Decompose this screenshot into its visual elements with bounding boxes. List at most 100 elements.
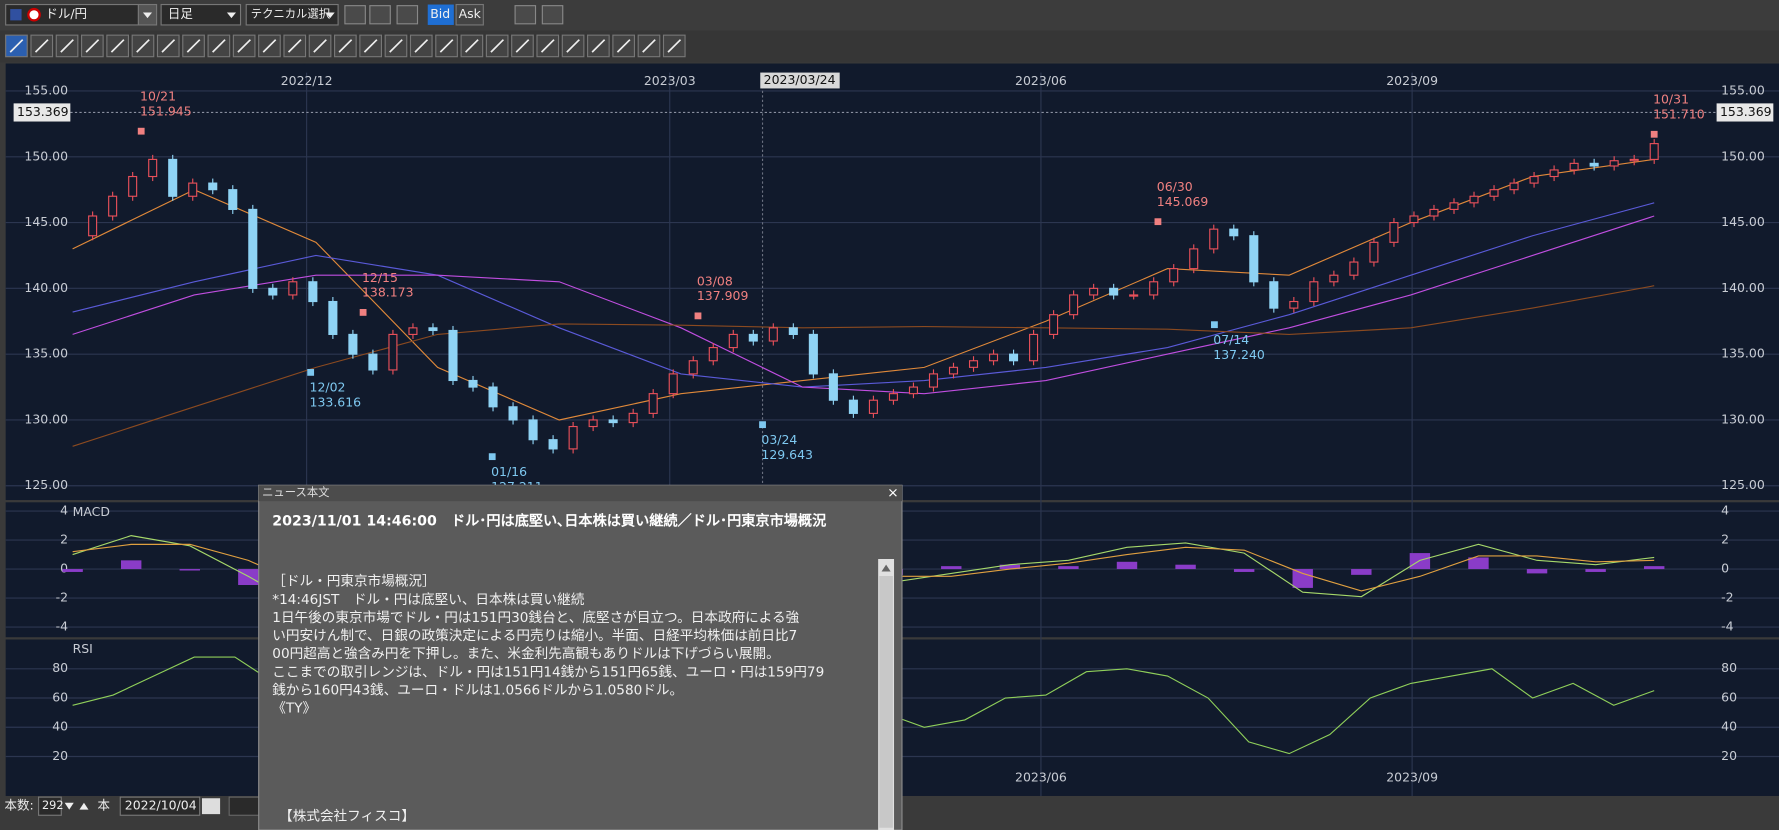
tool-glyph	[287, 39, 302, 53]
candle	[528, 419, 538, 441]
tool-icon[interactable]	[541, 5, 564, 25]
technical: テクニカル選択	[251, 7, 331, 21]
histogram-bar	[179, 569, 200, 571]
candle	[1469, 195, 1479, 204]
annotation-date: 03/24	[761, 432, 797, 447]
timeframe-select[interactable]	[160, 3, 242, 26]
moving-average	[72, 215, 1655, 395]
candle	[1209, 228, 1219, 250]
tool-glyph	[186, 39, 201, 53]
candle	[108, 195, 118, 217]
time-input[interactable]	[228, 796, 264, 816]
y-tick-label: 135.00	[1721, 346, 1765, 361]
tool-glyph	[642, 39, 656, 53]
count-input[interactable]	[38, 796, 62, 816]
candle	[168, 158, 178, 197]
candle	[968, 360, 979, 368]
y-tick-label: 4	[1721, 503, 1729, 518]
histogram-bar	[999, 564, 1021, 570]
tool-icon[interactable]	[396, 5, 419, 25]
extreme-marker	[1211, 321, 1218, 329]
price-label-box	[1716, 103, 1774, 122]
histogram-bar	[1643, 566, 1665, 570]
candle	[1569, 162, 1579, 171]
candle	[1169, 268, 1179, 283]
news-footer: 【株式会社フィスコ】	[279, 808, 415, 824]
tool-icon[interactable]	[344, 5, 366, 25]
candle	[1089, 287, 1099, 296]
histogram-bar	[1351, 569, 1372, 575]
ask: Ask	[459, 6, 482, 21]
candle	[1329, 274, 1339, 283]
y-tick-label: 130.00	[24, 411, 68, 426]
candle	[848, 399, 858, 414]
close-button[interactable]: ×	[887, 485, 898, 501]
annotation-date: 07/14	[1213, 332, 1249, 347]
y-tick-label: -4	[1721, 619, 1734, 634]
candle	[148, 158, 158, 178]
spin-buttons[interactable]	[64, 802, 89, 810]
y-tick-label: 155.00	[1721, 82, 1765, 97]
candle	[1349, 261, 1359, 276]
x-tick-label: 2022/12	[281, 73, 333, 88]
tool-glyph	[34, 39, 49, 53]
extreme-marker	[137, 127, 145, 135]
candle	[668, 373, 678, 395]
dropdown-arrow	[142, 12, 153, 19]
dropdown-arrow	[226, 12, 236, 19]
technical-select[interactable]	[245, 3, 339, 26]
news-line: 銭から160円43銭、ユーロ・ドルは1.0566ドルから1.0580ドル。	[272, 683, 683, 699]
ask-button[interactable]	[455, 3, 484, 26]
candle	[888, 393, 898, 401]
candle	[1429, 208, 1439, 217]
y-tick-label: 20	[52, 748, 68, 763]
extreme-marker	[488, 453, 496, 461]
scroll-arrow[interactable]	[881, 564, 891, 572]
tool-glyph	[616, 39, 631, 53]
histogram-bar	[1585, 569, 1606, 572]
candle	[1289, 300, 1299, 309]
candle	[1269, 281, 1279, 309]
moving-average	[72, 202, 1655, 388]
scroll-thumb[interactable]	[879, 576, 893, 828]
candle	[1149, 281, 1159, 296]
tool-icon[interactable]	[514, 5, 537, 25]
y-tick-label: 150.00	[24, 148, 68, 163]
candle	[748, 333, 758, 342]
y-tick-label: 145.00	[1721, 214, 1765, 229]
calendar-button[interactable]	[201, 798, 221, 815]
extreme-marker	[1154, 218, 1162, 226]
x-tick-label: 2023/09	[1386, 769, 1438, 784]
count-label: 本数:	[5, 798, 34, 813]
histogram-bar	[1409, 553, 1431, 570]
candle	[388, 333, 398, 371]
candle	[348, 333, 358, 355]
extreme-marker	[359, 309, 367, 316]
annotation-price: 137.240	[1213, 347, 1265, 362]
candle	[688, 360, 698, 375]
date-input[interactable]	[119, 796, 201, 816]
annotation-date: 06/30	[1157, 179, 1193, 194]
y-tick-label: 145.00	[24, 214, 68, 229]
tool-glyph	[566, 39, 580, 53]
candle	[1609, 160, 1619, 167]
y-tick-label: 2	[1721, 532, 1729, 547]
annotation-date: 03/08	[697, 273, 733, 288]
histogram-bar	[1233, 569, 1255, 572]
extreme-marker	[307, 368, 315, 376]
histogram-bar	[1292, 569, 1313, 588]
bid-button[interactable]	[427, 4, 454, 25]
histogram-bar	[238, 569, 259, 586]
y-tick-label: 80	[52, 660, 68, 675]
tool-icon[interactable]	[369, 5, 391, 25]
candle	[908, 386, 918, 395]
candle	[408, 327, 418, 335]
candle	[288, 281, 298, 296]
bid: Bid	[430, 6, 450, 21]
y-tick-label: -2	[56, 590, 68, 605]
candle	[228, 189, 238, 210]
candle	[1109, 287, 1119, 296]
news-line: ここまでの取引レンジは、ドル・円は151円14銭から151円65銭、ユーロ・円は…	[272, 664, 824, 680]
histogram-bar	[1058, 566, 1079, 570]
